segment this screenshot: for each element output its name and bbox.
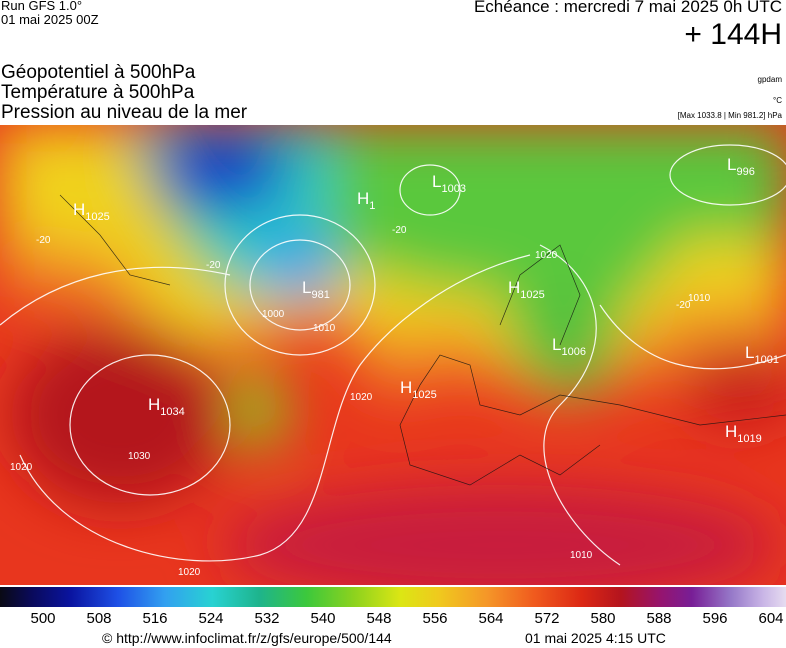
contour-label: -20 [676,300,691,311]
center-type: L [745,343,754,362]
pressure-center: H1019 [725,422,762,445]
center-value: 1001 [754,354,778,366]
unit-label: gpdam [757,75,782,84]
scale-label: 588 [646,610,672,627]
center-value: 981 [311,289,329,301]
valid-time: Echéance : mercredi 7 mai 2025 0h UTC [473,0,782,16]
contour-label: 1020 [10,462,33,473]
run-date: 01 mai 2025 00Z [1,12,99,27]
scale-label: 596 [702,610,728,627]
contour-label: 1020 [178,567,201,578]
contour-label: 1010 [313,323,336,334]
contour-label: -20 [206,260,221,271]
pressure-center: L1003 [432,172,466,195]
contour-label: 1010 [570,550,593,561]
pressure-center: L996 [727,155,755,178]
center-value: 1006 [561,346,585,358]
contour-label: 1000 [262,309,285,320]
contour-label: 1010 [688,293,711,304]
scale-label: 516 [142,610,168,627]
center-value: 1025 [412,389,436,401]
scale-label: 564 [478,610,504,627]
layer-title: Température à 500hPa [1,82,195,103]
scale-label: 580 [590,610,616,627]
contour-label: 1020 [535,250,558,261]
center-value: 1025 [520,289,544,301]
center-type: L [302,278,311,297]
center-type: L [727,155,736,174]
pressure-center: L1001 [745,343,779,366]
pressure-center: H1 [357,189,375,212]
center-type: H [725,422,737,441]
contour-label: -20 [36,235,51,246]
scale-label: 532 [254,610,280,627]
center-type: L [432,172,441,191]
pressure-range: [Max 1033.8 | Min 981.2] hPa [677,111,782,120]
scale-label: 572 [534,610,560,627]
center-value: 1019 [737,433,761,445]
layer-title: Pression au niveau de la mer [1,102,248,123]
center-value: 1025 [85,211,109,223]
contour-label: 1020 [350,392,373,403]
center-value: 1 [369,200,375,212]
layer-title: Géopotentiel à 500hPa [1,62,196,83]
center-type: H [508,278,520,297]
source-link[interactable]: © http://www.infoclimat.fr/z/gfs/europe/… [102,630,392,646]
center-value: 1003 [441,183,465,195]
center-value: 1034 [160,406,184,418]
scale-label: 508 [86,610,112,627]
scale-label: 556 [422,610,448,627]
unit-label: °C [773,96,782,105]
run-label: Run GFS 1.0° [1,0,83,13]
scale-label: 548 [366,610,392,627]
pressure-center: L981 [302,278,330,301]
scale-label: 524 [198,610,224,627]
pressure-center: L1006 [552,335,586,358]
issue-time: 01 mai 2025 4:15 UTC [525,630,666,646]
center-type: H [73,200,85,219]
pressure-center: H1025 [400,378,437,401]
center-type: L [552,335,561,354]
center-value: 996 [736,166,754,178]
contour-label: -20 [392,225,407,236]
center-type: H [400,378,412,397]
color-scale [0,587,786,607]
center-type: H [148,395,160,414]
pressure-center: H1034 [148,395,185,418]
scale-label: 500 [30,610,56,627]
scale-label: 540 [310,610,336,627]
pressure-center: H1025 [508,278,545,301]
lead-time: + 144H [684,18,782,51]
center-type: H [357,189,369,208]
scale-label: 604 [758,610,784,627]
pressure-center: H1025 [73,200,110,223]
contour-label: 1030 [128,451,151,462]
